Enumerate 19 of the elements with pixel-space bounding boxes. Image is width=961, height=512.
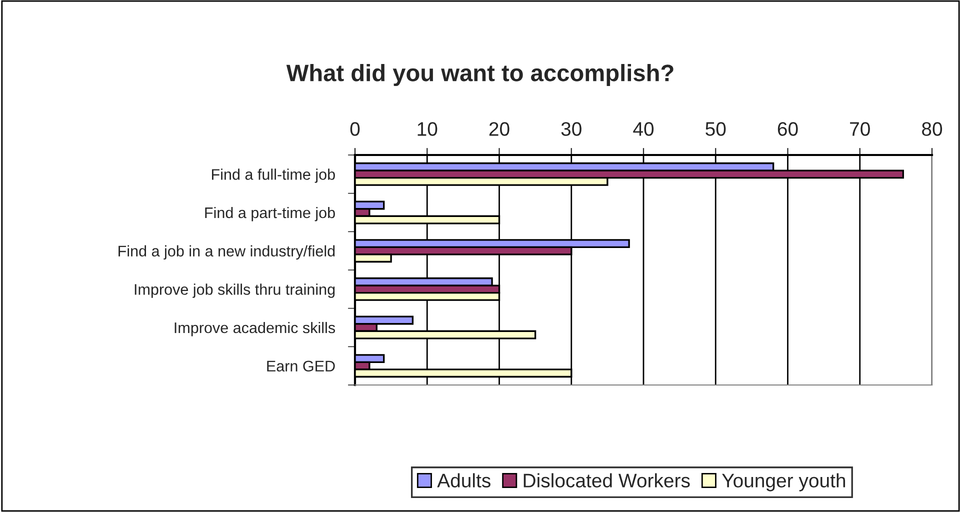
y-tick-label: Improve job skills thru training <box>134 284 335 298</box>
legend-label: Adults <box>437 473 490 488</box>
y-tick-label: Improve academic skills <box>174 322 336 336</box>
x-tick-label: 60 <box>778 122 798 136</box>
x-tick-label: 0 <box>350 122 360 136</box>
x-tick-label: 30 <box>561 122 582 136</box>
y-tick-label: Find a full-time job <box>212 168 335 183</box>
legend-label: Younger youth <box>722 473 846 492</box>
y-tick-label: Find a job in a new industry/field <box>118 245 335 260</box>
x-tick-label: 20 <box>489 122 510 136</box>
y-tick-label: Find a part-time job <box>205 206 335 222</box>
x-tick-label: 50 <box>706 122 726 136</box>
x-tick-label: 70 <box>850 122 870 136</box>
chart-title: What did you want to accomplish? <box>286 64 674 86</box>
legend-label: Dislocated Workers <box>524 473 690 488</box>
x-tick-label: 80 <box>922 122 942 136</box>
y-tick-label: Earn GED <box>267 360 335 372</box>
x-tick-label: 10 <box>418 122 438 136</box>
x-tick-label: 40 <box>633 122 654 136</box>
